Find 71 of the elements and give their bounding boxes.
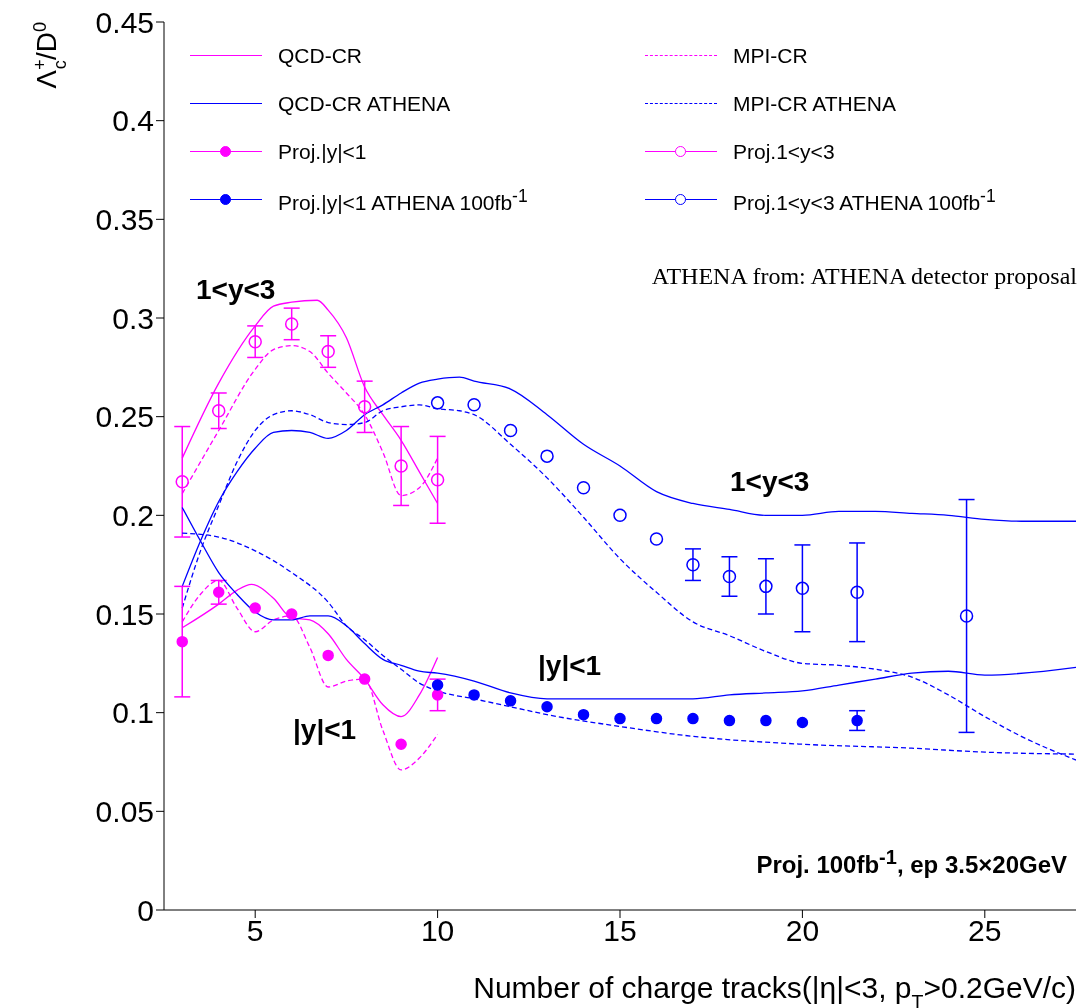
point [759,579,773,594]
legend-label: MPI-CR ATHENA [733,92,896,116]
point [796,716,809,729]
point [795,581,810,596]
point [613,508,627,523]
point [503,423,518,438]
point [760,714,772,727]
point [576,480,591,495]
legend-label: Proj.|y|<1 ATHENA 100fb$^{-1}$ [278,185,528,215]
point [467,398,481,412]
point [249,602,261,614]
line-series [181,579,439,771]
legend-label: QCD-CR [278,44,362,68]
point [722,569,737,584]
point [540,449,554,463]
annotation: 1<y<3 [196,274,276,306]
y-tick-label: 0.15 [95,597,154,631]
legend-label: Proj.1<y<3 [733,140,835,164]
y-tick-label: 0.35 [95,202,154,236]
legend-label: Proj.|y|<1 [278,140,367,164]
x-tick-label: 15 [603,914,637,948]
point [650,712,663,725]
annotation: 1<y<3 [730,466,810,498]
point [212,586,225,599]
annotation: ATHENA from: ATHENA detector proposal [651,263,1077,290]
y-tick-label: 0.05 [95,794,154,828]
legend-label: QCD-CR ATHENA [278,92,451,116]
point [248,334,262,349]
y-tick-label: 0.4 [112,104,154,138]
y-tick-label: 0.3 [112,301,154,335]
legend-label: Proj.1<y<3 ATHENA 100fb$^{-1}$ [733,185,996,215]
annotation: |y|<1 [538,650,602,682]
point [431,689,444,701]
point [395,738,407,750]
annotation: |y|<1 [293,714,357,746]
y-tick-label: 0.25 [95,400,154,434]
point [431,679,444,691]
point [284,317,299,331]
point [322,649,334,662]
point [959,609,974,623]
point [723,714,736,727]
point [614,712,626,725]
y-tick-label: 0.1 [112,696,154,730]
point [357,400,372,414]
point [358,673,371,685]
x-tick-label: 10 [420,914,455,948]
x-tick-label: 20 [785,914,820,948]
point [430,396,445,410]
point [541,701,553,713]
y-tick-label: 0 [137,893,154,927]
point [321,344,335,359]
point [504,695,517,707]
point [430,473,445,487]
y-tick-label: 0.2 [112,498,154,532]
point [394,459,408,473]
legend-label: MPI-CR [733,44,808,68]
point [211,404,226,418]
point [687,712,699,725]
y-tick-label: 0.45 [95,5,154,39]
point [686,557,700,572]
point [285,608,298,620]
point [468,689,480,701]
point [176,635,188,648]
point [175,475,189,489]
annotation: Proj. 100fb$^{-1}$, ep 3.5×20GeV [756,846,1067,879]
x-tick-label: 25 [968,914,1002,948]
point [850,585,864,600]
x-tick-label: 5 [246,914,264,948]
point [577,708,590,721]
point [649,532,664,546]
point [851,714,863,727]
